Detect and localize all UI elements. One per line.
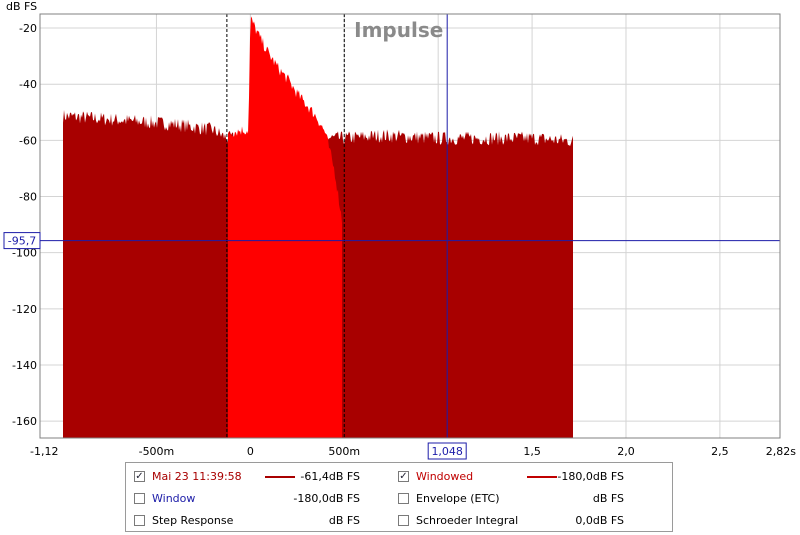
legend-item-envelope[interactable]: Envelope (ETC) dB FS — [396, 488, 628, 510]
measurement-value: -61,4dB FS — [300, 470, 360, 483]
legend-row: Window -180,0dB FS Envelope (ETC) dB FS — [126, 488, 672, 510]
envelope-label: Envelope (ETC) — [416, 492, 500, 505]
y-tick-label: -80 — [19, 191, 37, 204]
schroeder-checkbox[interactable] — [398, 515, 409, 526]
windowed-label: Windowed — [416, 470, 473, 483]
measurement-checkbox[interactable]: ✓ — [134, 471, 145, 482]
legend-item-windowed[interactable]: ✓ Windowed -180,0dB FS — [396, 466, 628, 488]
y-tick-label: -40 — [19, 78, 37, 91]
x-tick-label: 1,5 — [523, 445, 541, 458]
schroeder-label: Schroeder Integral — [416, 514, 518, 527]
step-response-value: dB FS — [329, 514, 360, 527]
legend-item-window[interactable]: Window -180,0dB FS — [132, 488, 364, 510]
envelope-value: dB FS — [593, 492, 624, 505]
legend-item-measurement[interactable]: ✓ Mai 23 11:39:58 -61,4dB FS — [132, 466, 364, 488]
windowed-value: -180,0dB FS — [557, 470, 624, 483]
windowed-checkbox[interactable]: ✓ — [398, 471, 409, 482]
chart-title: Impulse — [354, 18, 443, 42]
legend-row: ✓ Mai 23 11:39:58 -61,4dB FS ✓ Windowed … — [126, 466, 672, 488]
x-tick-label: 0 — [247, 445, 254, 458]
x-tick-label: 2,0 — [617, 445, 635, 458]
legend-row: Step Response dB FS Schroeder Integral 0… — [126, 510, 672, 532]
step-response-label: Step Response — [152, 514, 233, 527]
cursor-x-readout: 1,048 — [431, 445, 463, 458]
y-axis-label: dB FS — [6, 0, 37, 13]
cursor-y-readout: -95,7 — [8, 235, 36, 248]
y-tick-label: -140 — [12, 359, 37, 372]
envelope-checkbox[interactable] — [398, 493, 409, 504]
x-tick-label: 2,82s — [766, 445, 796, 458]
window-checkbox[interactable] — [134, 493, 145, 504]
windowed-line-swatch — [527, 476, 557, 478]
y-tick-label: -120 — [12, 303, 37, 316]
y-tick-label: -60 — [19, 134, 37, 147]
step-response-checkbox[interactable] — [134, 515, 145, 526]
measurement-line-swatch — [265, 476, 295, 478]
x-tick-label: -500m — [139, 445, 175, 458]
y-tick-label: -160 — [12, 415, 37, 428]
schroeder-value: 0,0dB FS — [575, 514, 624, 527]
x-tick-label: 500m — [328, 445, 360, 458]
legend-panel: ✓ Mai 23 11:39:58 -61,4dB FS ✓ Windowed … — [125, 462, 673, 532]
x-tick-label: 2,5 — [711, 445, 729, 458]
legend-item-schroeder[interactable]: Schroeder Integral 0,0dB FS — [396, 510, 628, 532]
x-tick-label: -1,12 — [30, 445, 58, 458]
y-tick-label: -20 — [19, 22, 37, 35]
window-value: -180,0dB FS — [293, 492, 360, 505]
measurement-label: Mai 23 11:39:58 — [152, 470, 242, 483]
window-label: Window — [152, 492, 195, 505]
legend-item-step-response[interactable]: Step Response dB FS — [132, 510, 364, 532]
